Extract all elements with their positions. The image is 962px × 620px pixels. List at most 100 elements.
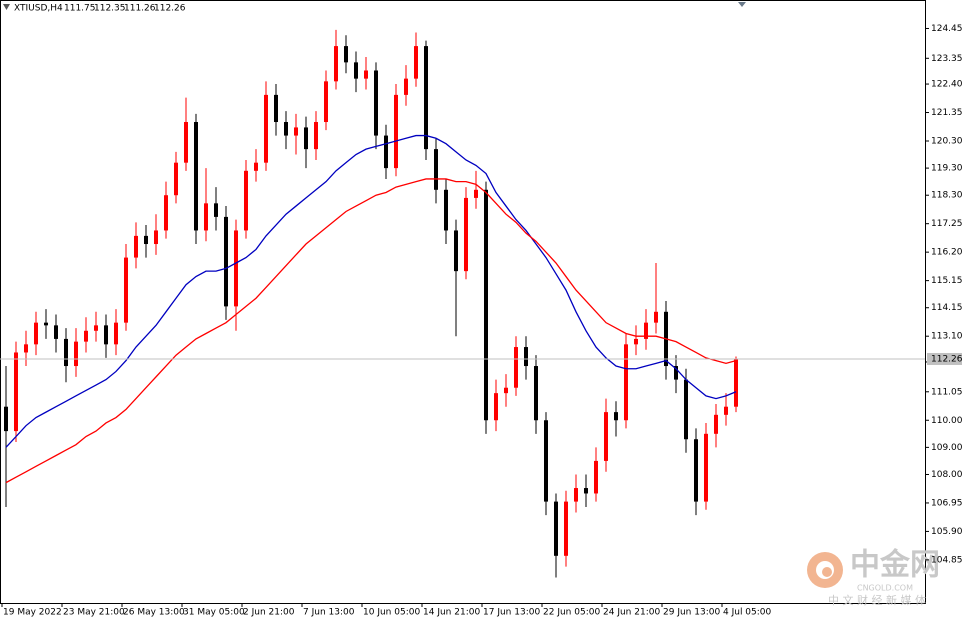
candle-body (134, 235, 138, 258)
candle-body (254, 162, 258, 171)
y-tick-label: 119.30 (931, 164, 962, 174)
candle-body (504, 387, 508, 394)
y-tick-label: 110.00 (931, 416, 962, 426)
candle-body (494, 393, 498, 421)
candle-body (174, 162, 178, 196)
candle-body (274, 94, 278, 123)
candle-body (454, 230, 458, 272)
candle-body (704, 433, 708, 502)
candle-body (714, 414, 718, 434)
y-tick-label: 108.00 (931, 470, 962, 480)
candle-body (634, 338, 638, 345)
candle-body (214, 203, 218, 217)
candle-body (164, 195, 168, 231)
candle-body (734, 358, 738, 407)
candle-body (284, 122, 288, 136)
candle-body (94, 325, 98, 331)
candle-body (294, 127, 298, 136)
y-tick-label: 118.30 (931, 191, 962, 201)
watermark-name: 中金网 (850, 548, 940, 583)
x-tick-label: 29 Jun 13:00 (663, 608, 720, 618)
candle-body (74, 341, 78, 367)
y-tick-label: 116.20 (931, 248, 962, 258)
candle-body (464, 197, 468, 272)
quote-value: 111.26 (124, 4, 156, 14)
candle-body (324, 81, 328, 123)
candle-body (644, 322, 648, 339)
candle-body (244, 170, 248, 231)
candle-body (114, 322, 118, 345)
candle-body (574, 488, 578, 502)
candle-body (604, 412, 608, 461)
y-tick-label: 114.15 (931, 303, 962, 313)
title-icon (3, 4, 10, 10)
candle-body (354, 62, 358, 79)
candle-body (474, 189, 478, 198)
watermark: 中金网 CNGOLD.COM 中 文 财 经 新 媒 体 (807, 548, 940, 607)
x-tick-label: 24 Jun 21:00 (603, 608, 660, 618)
ma-line (5, 134, 737, 448)
candle-body (154, 230, 158, 245)
quote-value: 112.26 (154, 4, 186, 14)
x-tick-label: 2 Jun 21:00 (243, 608, 295, 618)
candle-body (514, 347, 518, 388)
candle-body (534, 366, 538, 421)
x-tick-label: 26 May 13:00 (123, 608, 185, 618)
candle-body (334, 46, 338, 82)
candle-body (484, 189, 488, 421)
watermark-slogan: 中 文 财 经 新 媒 体 (828, 593, 926, 607)
candle-body (24, 344, 28, 353)
candle-body (584, 488, 588, 494)
candle-body (424, 46, 428, 150)
candle-body (684, 379, 688, 440)
quote-value: 112.35 (94, 4, 126, 14)
candle-body (444, 189, 448, 231)
candle-body (404, 78, 408, 95)
y-tick-label: 111.05 (931, 387, 962, 397)
y-tick-label: 105.90 (931, 527, 962, 537)
quote-value: 111.75 (64, 4, 96, 14)
candle-body (194, 122, 198, 231)
x-tick-label: 31 May 05:00 (183, 608, 245, 618)
scroll-marker[interactable] (738, 2, 746, 7)
candle-body (374, 70, 378, 136)
y-tick-label: 124.45 (931, 24, 962, 34)
candle-body (54, 325, 58, 339)
candle-body (34, 322, 38, 345)
candle-body (674, 366, 678, 380)
candle-body (4, 406, 8, 432)
x-tick-label: 22 Jun 05:00 (543, 608, 600, 618)
candle-body (104, 325, 108, 345)
y-tick-label: 117.25 (931, 219, 962, 229)
y-tick-label: 113.10 (931, 332, 962, 342)
y-tick-label: 121.35 (931, 108, 962, 118)
candle-body (694, 439, 698, 502)
candle-body (64, 338, 68, 367)
candle-body (724, 406, 728, 415)
chart-title: XTIUSD,H4 (14, 4, 63, 14)
candle-body (204, 203, 208, 231)
candle-body (394, 94, 398, 169)
y-tick-label: 123.35 (931, 54, 962, 64)
price-box (927, 352, 962, 365)
candle-body (84, 330, 88, 342)
candle-body (434, 149, 438, 190)
y-tick-label: 122.40 (931, 80, 962, 90)
x-tick-label: 14 Jun 21:00 (423, 608, 480, 618)
ma-line (5, 178, 737, 484)
plot-frame (0, 0, 926, 604)
price-label: 112.26 (931, 354, 962, 364)
candle-body (554, 501, 558, 556)
candle-body (224, 216, 228, 307)
x-tick-label: 10 Jun 05:00 (363, 608, 420, 618)
candle-body (304, 127, 308, 150)
candle-body (144, 235, 148, 245)
x-tick-label: 4 Jul 05:00 (723, 608, 772, 618)
watermark-url: CNGOLD.COM (857, 584, 913, 593)
candle-body (364, 70, 368, 79)
logo (822, 567, 832, 577)
candle-body (544, 420, 548, 502)
candle-body (594, 460, 598, 494)
x-tick-label: 7 Jun 13:00 (303, 608, 355, 618)
